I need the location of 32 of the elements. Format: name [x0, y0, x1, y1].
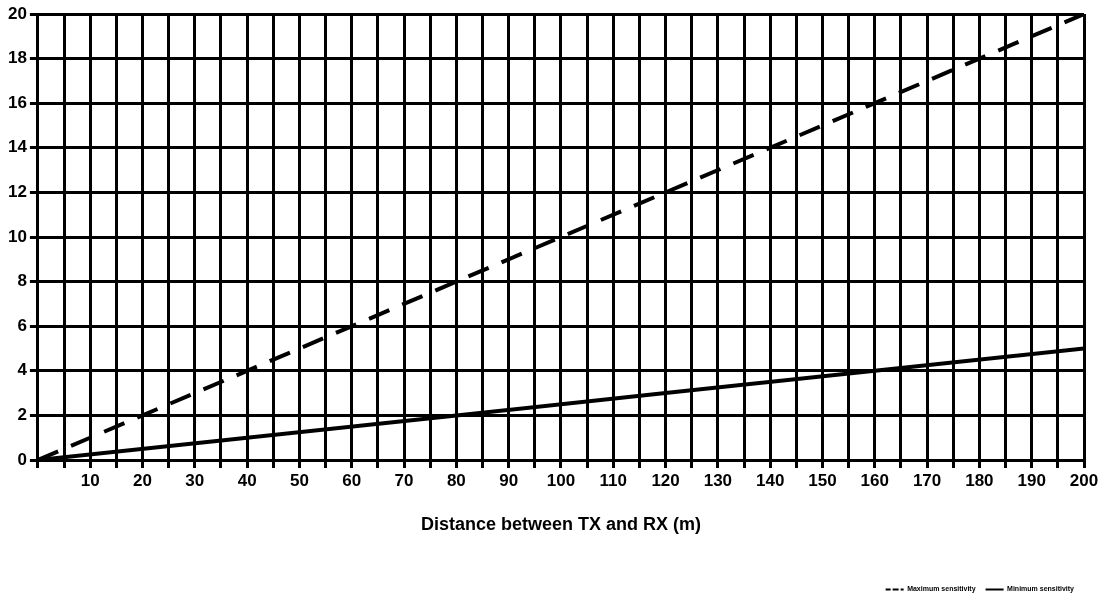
- x-tick-label: 30: [185, 470, 205, 490]
- x-tick-label: 100: [546, 470, 576, 490]
- y-tick-label: 20: [7, 3, 27, 23]
- x-tick-label: 120: [651, 470, 680, 490]
- y-tick-label: 12: [7, 182, 27, 202]
- y-tick-label: 8: [17, 271, 27, 291]
- y-tick-label: 2: [17, 405, 27, 425]
- x-axis-title: Distance between TX and RX (m): [420, 514, 701, 535]
- x-tick-label: 70: [394, 470, 414, 490]
- x-tick-label: 150: [808, 470, 837, 490]
- x-tick-label: 180: [965, 470, 994, 490]
- x-tick-label: 20: [133, 470, 152, 490]
- x-tick-label: 160: [860, 470, 889, 490]
- x-tick-label: 10: [80, 470, 100, 490]
- y-tick-label: 14: [7, 137, 28, 157]
- x-tick-label: 190: [1017, 470, 1046, 490]
- x-tick-label: 40: [237, 470, 257, 490]
- x-tick-label: 140: [755, 470, 785, 490]
- y-tick-label: 16: [7, 92, 27, 112]
- x-tick-label: 200: [1069, 470, 1099, 490]
- x-tick-label: 130: [703, 470, 733, 490]
- x-tick-label: 90: [499, 470, 519, 490]
- x-tick-label: 170: [912, 470, 942, 490]
- y-tick-label: 18: [7, 48, 27, 68]
- x-tick-label: 60: [342, 470, 362, 490]
- y-tick-label: 0: [17, 449, 27, 469]
- y-tick-label: 6: [17, 315, 27, 335]
- x-tick-label: 110: [599, 470, 627, 490]
- x-tick-label: 50: [289, 470, 309, 490]
- x-tick-label: 80: [446, 470, 466, 490]
- y-tick-label: 4: [17, 360, 28, 380]
- y-tick-label: 10: [7, 226, 27, 246]
